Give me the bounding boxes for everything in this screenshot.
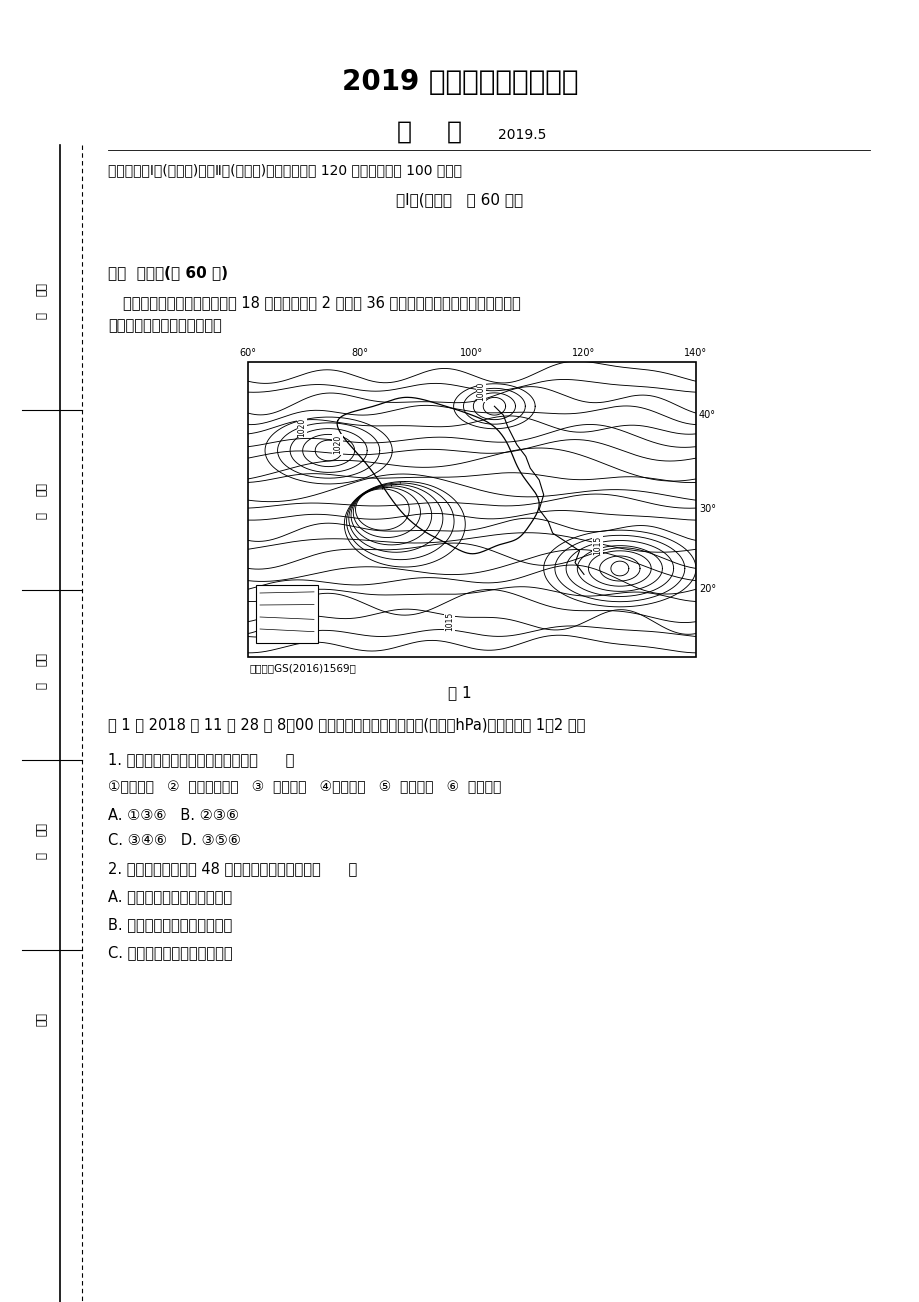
Text: （一）单项选择题：本大题共 18 小题，每小题 2 分，共 36 分。在每小题给出的四个选项中，: （一）单项选择题：本大题共 18 小题，每小题 2 分，共 36 分。在每小题给…	[123, 296, 520, 310]
Text: 1020: 1020	[297, 417, 306, 436]
Text: 80°: 80°	[351, 348, 369, 358]
Text: 封: 封	[33, 512, 47, 518]
Text: ①海啸预警   ②  森林火险预警   ③  暴雨预警   ④干旱预警   ⑤  台风预警   ⑥  寒潮预警: ①海啸预警 ② 森林火险预警 ③ 暴雨预警 ④干旱预警 ⑤ 台风预警 ⑥ 寒潮预…	[108, 780, 501, 794]
Text: 图 1 为 2018 年 11 月 28 日 8：00 某区域天气形势分析示意图(单位：hPa)。读图回答 1～2 题。: 图 1 为 2018 年 11 月 28 日 8：00 某区域天气形势分析示意图…	[108, 717, 584, 732]
Text: 30°: 30°	[698, 504, 715, 514]
Text: 班级: 班级	[33, 654, 47, 667]
Text: 140°: 140°	[684, 348, 707, 358]
Text: 地    理: 地 理	[397, 120, 462, 145]
Text: 姓名: 姓名	[33, 483, 47, 497]
Text: 一、  选择题(共 60 分): 一、 选择题(共 60 分)	[108, 266, 228, 280]
Text: 审图号：GS(2016)1569号: 审图号：GS(2016)1569号	[250, 663, 357, 673]
Text: 1. 此日，韩国南部沿海最可能发布（      ）: 1. 此日，韩国南部沿海最可能发布（ ）	[108, 753, 294, 767]
Text: C. 雨过天晴，气温将显著升高: C. 雨过天晴，气温将显著升高	[108, 945, 233, 960]
Text: 100°: 100°	[460, 348, 483, 358]
Text: 学校: 学校	[33, 823, 47, 837]
Text: 2019.5: 2019.5	[497, 128, 546, 142]
Text: 学号: 学号	[33, 283, 47, 297]
Text: 2. 我国皖南地区未来 48 小时的天气状况可能是（      ）: 2. 我国皖南地区未来 48 小时的天气状况可能是（ ）	[108, 861, 357, 876]
Text: 图 1: 图 1	[448, 685, 471, 700]
Text: 线: 线	[33, 311, 47, 319]
Text: 20°: 20°	[698, 585, 715, 594]
Text: 40°: 40°	[698, 410, 715, 421]
Text: 1015: 1015	[445, 612, 454, 631]
Bar	[248, 362, 696, 658]
Text: 只有一项是符合题目要求的。: 只有一项是符合题目要求的。	[108, 318, 221, 333]
Text: A. ①③⑥   B. ②③⑥: A. ①③⑥ B. ②③⑥	[108, 809, 239, 823]
Bar	[255, 585, 318, 643]
Text: 署: 署	[33, 681, 47, 689]
Text: 2019 届高三模拟考试试卷: 2019 届高三模拟考试试卷	[341, 68, 578, 96]
Text: 本试卷分第Ⅰ卷(选择题)和第Ⅱ卷(综合题)两部分。满分 120 分，考试时间 100 分钟。: 本试卷分第Ⅰ卷(选择题)和第Ⅱ卷(综合题)两部分。满分 120 分，考试时间 1…	[108, 163, 461, 177]
Text: 1015: 1015	[593, 535, 601, 555]
Text: 1020: 1020	[333, 435, 342, 454]
Text: 60°: 60°	[239, 348, 256, 358]
Text: C. ③④⑥   D. ③⑤⑥: C. ③④⑥ D. ③⑤⑥	[108, 833, 241, 848]
Text: 1000: 1000	[476, 381, 485, 401]
Text: 120°: 120°	[572, 348, 595, 358]
Text: 签: 签	[33, 852, 47, 858]
Text: A. 降雨后，可吸入颗粒物减少: A. 降雨后，可吸入颗粒物减少	[108, 889, 232, 904]
Text: 第Ⅰ卷(选择题   共 60 分）: 第Ⅰ卷(选择题 共 60 分）	[396, 191, 523, 207]
Text: B. 气压下降，出现连续性降水: B. 气压下降，出现连续性降水	[108, 917, 232, 932]
Text: 区县: 区县	[33, 1013, 47, 1027]
